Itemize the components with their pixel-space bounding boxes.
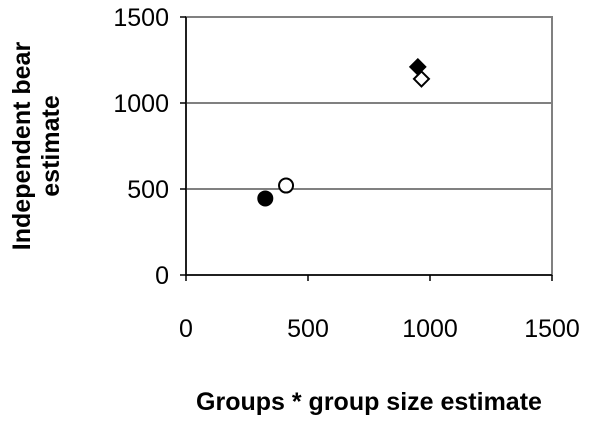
point-diamond-open — [412, 70, 431, 88]
plot-area-frame — [185, 16, 553, 276]
point-circle-filled — [257, 190, 274, 207]
x-axis-title: Groups * group size estimate — [196, 388, 542, 416]
x-ticks: 0 500 1000 1500 — [179, 275, 580, 343]
y-tick-label-0: 0 — [155, 262, 169, 290]
gridlines — [186, 16, 552, 190]
y-tick-label-500: 500 — [127, 176, 169, 204]
x-tick-label-500: 500 — [287, 315, 329, 343]
x-tick-label-1000: 1000 — [402, 315, 458, 343]
y-tick-label-1500: 1500 — [113, 4, 169, 32]
data-points — [257, 57, 431, 207]
y-axis-title-line2: estimate — [37, 95, 65, 197]
y-axis-title-line1: Independent bear — [8, 42, 36, 251]
point-circle-open — [278, 177, 295, 194]
x-tick-label-1500: 1500 — [524, 315, 580, 343]
y-tick-label-1000: 1000 — [113, 90, 169, 118]
x-tick-label-0: 0 — [179, 315, 193, 343]
y-ticks: 0 500 1000 1500 — [113, 4, 186, 290]
